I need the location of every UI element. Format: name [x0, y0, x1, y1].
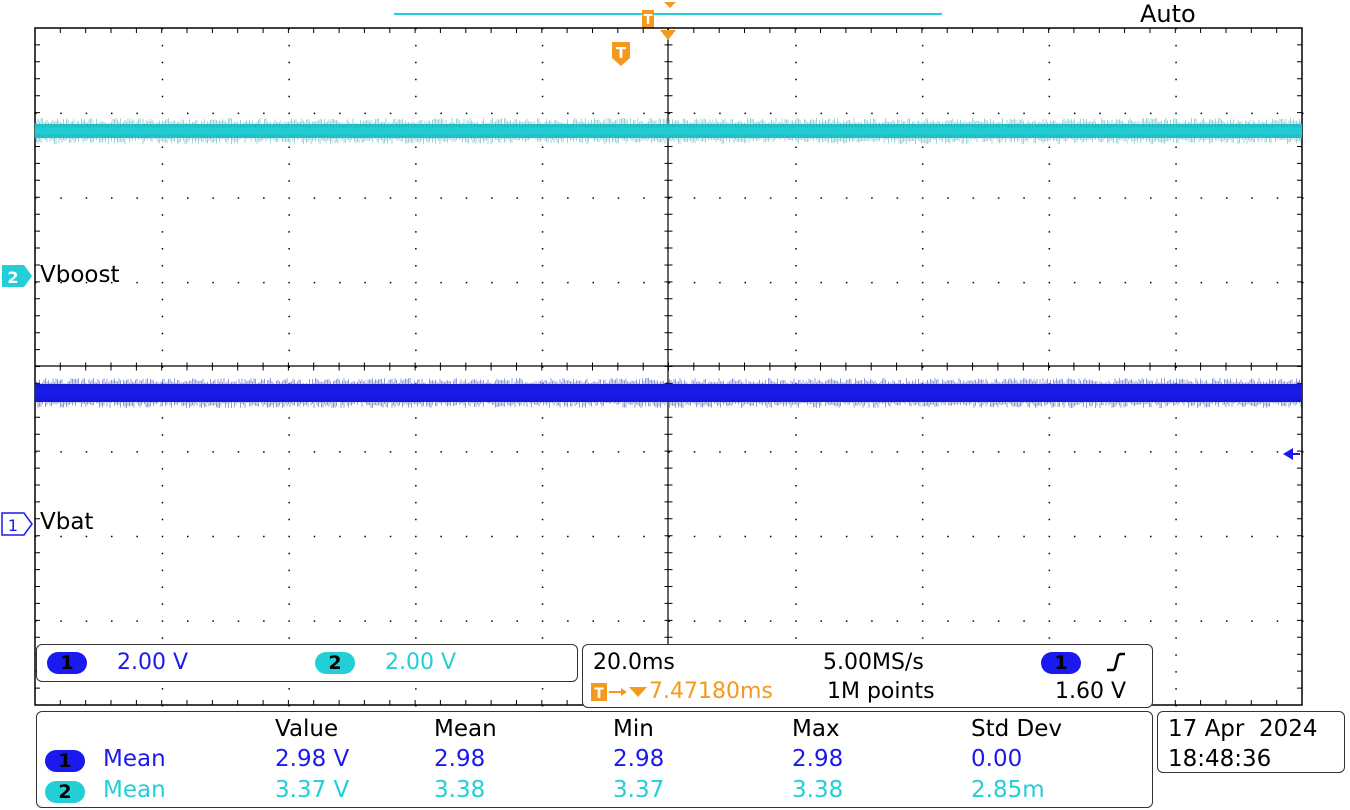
meas-header-value: Value: [275, 716, 339, 742]
sample-rate: 5.00MS/s: [823, 650, 924, 675]
time: 18:48:36: [1168, 746, 1272, 772]
trace-ch2: [34, 118, 1302, 144]
meas-header-max: Max: [792, 716, 840, 742]
ch2-badge[interactable]: 2: [315, 652, 355, 674]
meas-row2-std-dev: 2.85m: [971, 777, 1045, 803]
rising-edge-icon[interactable]: [1103, 650, 1127, 674]
trigger-delay-icon: T: [591, 681, 649, 703]
meas-header-min: Min: [613, 716, 654, 742]
trigger-source-badge[interactable]: 1: [1041, 652, 1081, 674]
date: 17 Apr 2024: [1168, 716, 1318, 742]
acquisition-mode[interactable]: Auto: [1140, 0, 1196, 28]
svg-text:T: T: [616, 44, 627, 62]
svg-text:2: 2: [7, 268, 18, 287]
meas-header-std-dev: Std Dev: [971, 716, 1063, 742]
svg-text:1: 1: [8, 516, 18, 535]
trigger-t-icon[interactable]: T: [612, 42, 630, 66]
measurements-panel[interactable]: Value Mean Min Max Std Dev 1 Mean 2.98 V…: [36, 711, 1153, 808]
vertical-scale-panel[interactable]: 1 2.00 V 2 2.00 V: [36, 644, 578, 682]
ch1-label: Vbat: [40, 509, 94, 535]
trigger-position-arrow-icon[interactable]: [660, 30, 676, 40]
meas-row1-value: 2.98 V: [275, 746, 350, 772]
trigger-position-top-marker: T: [642, 2, 676, 28]
trigger-level[interactable]: 1.60 V: [1055, 679, 1127, 704]
trigger-level-arrow-icon[interactable]: [1283, 448, 1300, 460]
meas-row1-max: 2.98: [792, 746, 844, 772]
meas-row2-mean: 3.38: [434, 777, 486, 803]
meas-header-mean: Mean: [434, 716, 497, 742]
timebase-scale[interactable]: 20.0ms: [593, 650, 675, 675]
ch1-ground-marker[interactable]: 1: [1, 512, 33, 536]
datetime-panel[interactable]: 17 Apr 2024 18:48:36: [1157, 711, 1345, 773]
meas-row1-badge[interactable]: 1: [45, 750, 85, 772]
ch2-scale[interactable]: 2.00 V: [385, 650, 457, 675]
meas-row2-min: 3.37: [613, 777, 665, 803]
ch2-label: Vboost: [40, 262, 120, 288]
meas-row2-type[interactable]: Mean: [103, 777, 166, 803]
meas-row2-max: 3.38: [792, 777, 844, 803]
meas-row1-std-dev: 0.00: [971, 746, 1023, 772]
meas-row1-mean: 2.98: [434, 746, 486, 772]
svg-text:T: T: [644, 13, 653, 28]
meas-row1-min: 2.98: [613, 746, 665, 772]
record-length: 1M points: [827, 679, 935, 704]
meas-row1-type[interactable]: Mean: [103, 746, 166, 772]
meas-row2-badge[interactable]: 2: [45, 781, 85, 803]
ch1-scale[interactable]: 2.00 V: [117, 650, 189, 675]
meas-row2-value: 3.37 V: [275, 777, 350, 803]
ch2-ground-marker[interactable]: 2: [2, 265, 32, 287]
horizontal-trigger-panel[interactable]: 20.0ms 5.00MS/s 1 T 7.47180ms 1M points …: [582, 644, 1153, 708]
trigger-delay[interactable]: 7.47180ms: [649, 679, 773, 704]
trace-ch1: [34, 378, 1302, 408]
svg-text:T: T: [594, 686, 604, 702]
ch1-badge[interactable]: 1: [47, 652, 87, 674]
